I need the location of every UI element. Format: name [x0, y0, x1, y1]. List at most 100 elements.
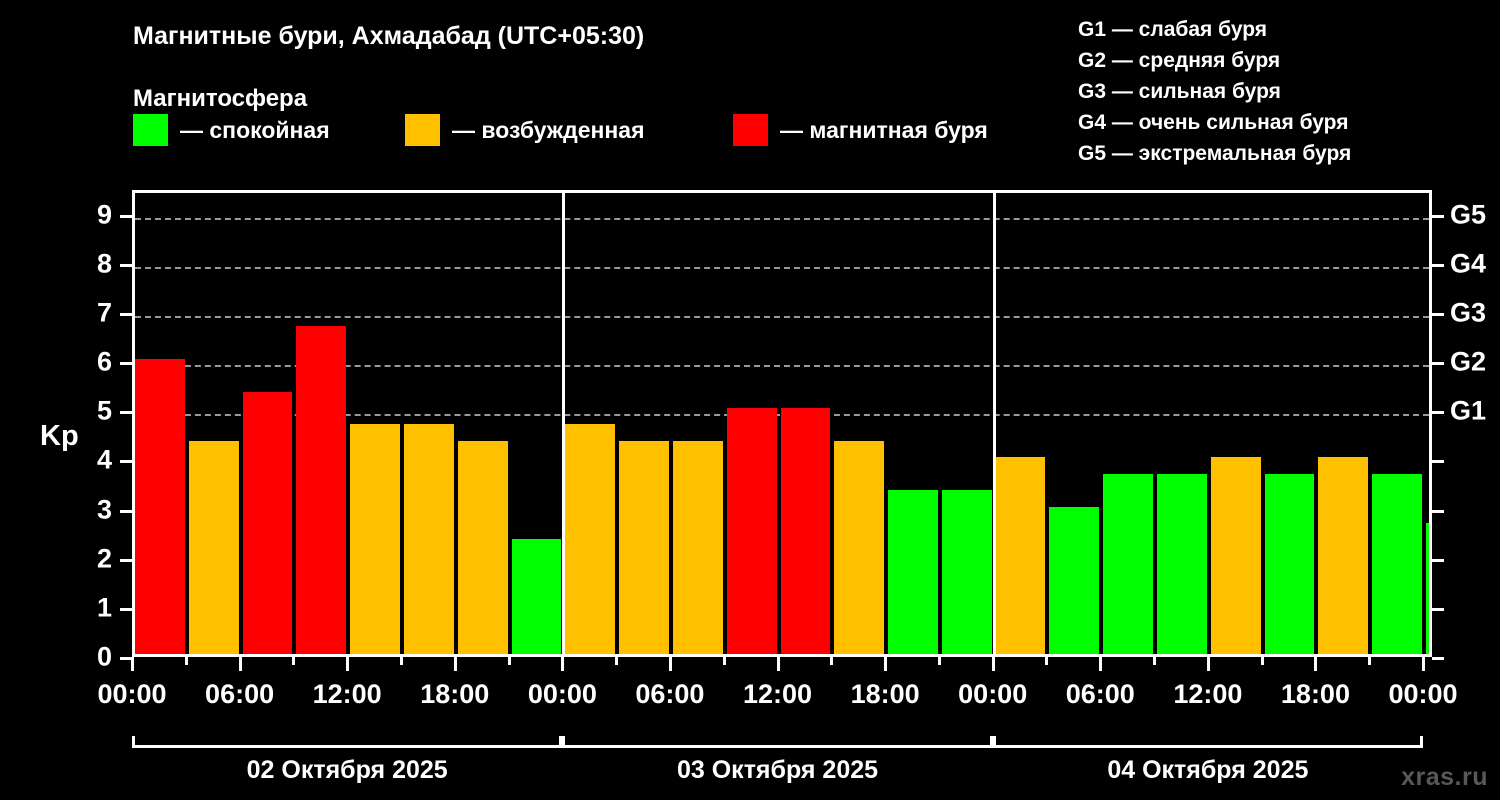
- x-tick-minor-51: [1045, 657, 1049, 665]
- x-tick-major-12: [1422, 657, 1426, 671]
- x-tick-major-5: [668, 657, 672, 671]
- y-tick-6: [120, 362, 132, 366]
- y-tick-label-6: 6: [96, 346, 112, 377]
- bar-14: [888, 490, 938, 654]
- day-bracket-1: [132, 736, 563, 748]
- gridline-kp-6: [135, 365, 1429, 368]
- bar-partial: [1426, 522, 1429, 654]
- gridline-kp-9: [135, 217, 1429, 220]
- x-tick-minor-9: [292, 657, 296, 665]
- bar-12: [780, 408, 831, 654]
- bar-21: [1264, 473, 1315, 654]
- gscale-row-g3: G3 — сильная буря: [1078, 80, 1281, 103]
- bar-9: [619, 441, 669, 654]
- bar-17: [1049, 506, 1100, 654]
- g-tick-g2: [1432, 362, 1444, 366]
- g-tick-minor-3: [1432, 509, 1444, 513]
- x-tick-major-10: [1206, 657, 1210, 671]
- g-axis-label-g3: G3: [1450, 297, 1487, 328]
- plot-area: [132, 190, 1432, 657]
- gridline-kp-7: [135, 315, 1429, 318]
- day-separator-2: [992, 193, 996, 654]
- x-axis: 00:00 06:00 12:00 18:00 00:00 06:00 12:00 18:00…: [0, 657, 1500, 737]
- legend-item-storm: — магнитная буря: [733, 114, 988, 146]
- x-tick-minor-45: [937, 657, 941, 665]
- g-tick-g5: [1432, 214, 1444, 218]
- x-tick-label-4: 00:00: [527, 679, 597, 709]
- bar-22: [1318, 457, 1369, 654]
- bar-13: [834, 441, 885, 654]
- y-tick-5: [120, 411, 132, 415]
- y-tick-9: [120, 214, 132, 218]
- bar-20: [1210, 457, 1261, 654]
- quiet-swatch: [133, 114, 168, 146]
- y-tick-label-8: 8: [96, 248, 112, 279]
- bar-15: [941, 490, 992, 654]
- legend-label: — магнитная буря: [780, 116, 988, 143]
- y-tick-label-3: 3: [96, 494, 112, 525]
- x-tick-minor-15: [399, 657, 403, 665]
- gscale-row-g1: G1 — слабая буря: [1078, 18, 1268, 41]
- gscale-row-g2: G2 — средняя буря: [1078, 49, 1281, 72]
- g-tick-minor-2: [1432, 558, 1444, 562]
- x-tick-minor-33: [722, 657, 726, 665]
- day-separator-1: [562, 193, 566, 654]
- x-tick-major-2: [346, 657, 350, 671]
- bar-7: [511, 539, 562, 654]
- bar-3: [296, 326, 347, 654]
- plot-inner: [135, 193, 1429, 654]
- day-axis: 02 Октября 2025 03 Октября 2025 04 Октября…: [0, 736, 1500, 800]
- x-tick-minor-27: [615, 657, 619, 665]
- gridline-kp-8: [135, 266, 1429, 269]
- y-tick-label-7: 7: [96, 297, 112, 328]
- x-tick-major-11: [1314, 657, 1318, 671]
- y-tick-3: [120, 509, 132, 513]
- legend-label: — возбужденная: [452, 116, 645, 143]
- y-tick-4: [120, 460, 132, 464]
- g-tick-minor-1: [1432, 607, 1444, 611]
- x-tick-label-7: 18:00: [850, 679, 920, 709]
- magnetosphere-section-label: Магнитосфера: [133, 85, 308, 112]
- bar-11: [726, 408, 777, 654]
- bar-10: [672, 441, 723, 654]
- x-tick-minor-3: [184, 657, 188, 665]
- x-tick-major-7: [884, 657, 888, 671]
- x-tick-label-3: 18:00: [420, 679, 490, 709]
- g-axis-label-g5: G5: [1450, 199, 1487, 230]
- g-tick-g3: [1432, 312, 1444, 316]
- x-tick-minor-21: [507, 657, 511, 665]
- x-tick-label-0: 00:00: [97, 679, 167, 709]
- x-tick-label-5: 06:00: [635, 679, 705, 709]
- day-bracket-3: [992, 736, 1424, 748]
- day-label-3: 04 Октября 2025: [1107, 756, 1309, 784]
- y-tick-label-9: 9: [96, 199, 112, 230]
- g-tick-g1: [1432, 411, 1444, 415]
- bar-1: [188, 441, 239, 654]
- y-tick-label-1: 1: [96, 592, 112, 623]
- bar-16: [995, 457, 1046, 654]
- watermark: xras.ru: [1401, 763, 1488, 791]
- y-tick-2: [120, 558, 132, 562]
- bar-23: [1372, 473, 1423, 654]
- legend-item-unsettled: — возбужденная: [405, 114, 645, 146]
- x-tick-label-12: 00:00: [1388, 679, 1458, 709]
- x-tick-major-8: [991, 657, 995, 671]
- y-tick-8: [120, 263, 132, 267]
- unsettled-swatch: [405, 114, 440, 146]
- gscale-row-g5: G5 — экстремальная буря: [1078, 142, 1352, 165]
- day-bracket-2: [562, 736, 993, 748]
- bar-18: [1103, 473, 1154, 654]
- g-axis-label-g4: G4: [1450, 248, 1487, 279]
- y-tick-1: [120, 607, 132, 611]
- x-tick-minor-63: [1260, 657, 1264, 665]
- legend-label: — спокойная: [180, 116, 330, 143]
- x-tick-label-9: 06:00: [1065, 679, 1135, 709]
- bar-5: [403, 424, 454, 654]
- bar-4: [350, 424, 400, 654]
- g-axis-label-g1: G1: [1450, 395, 1487, 426]
- x-tick-label-10: 12:00: [1173, 679, 1243, 709]
- x-tick-major-9: [1099, 657, 1103, 671]
- bar-19: [1157, 473, 1207, 654]
- y-tick-label-2: 2: [96, 543, 112, 574]
- x-tick-major-0: [131, 657, 134, 671]
